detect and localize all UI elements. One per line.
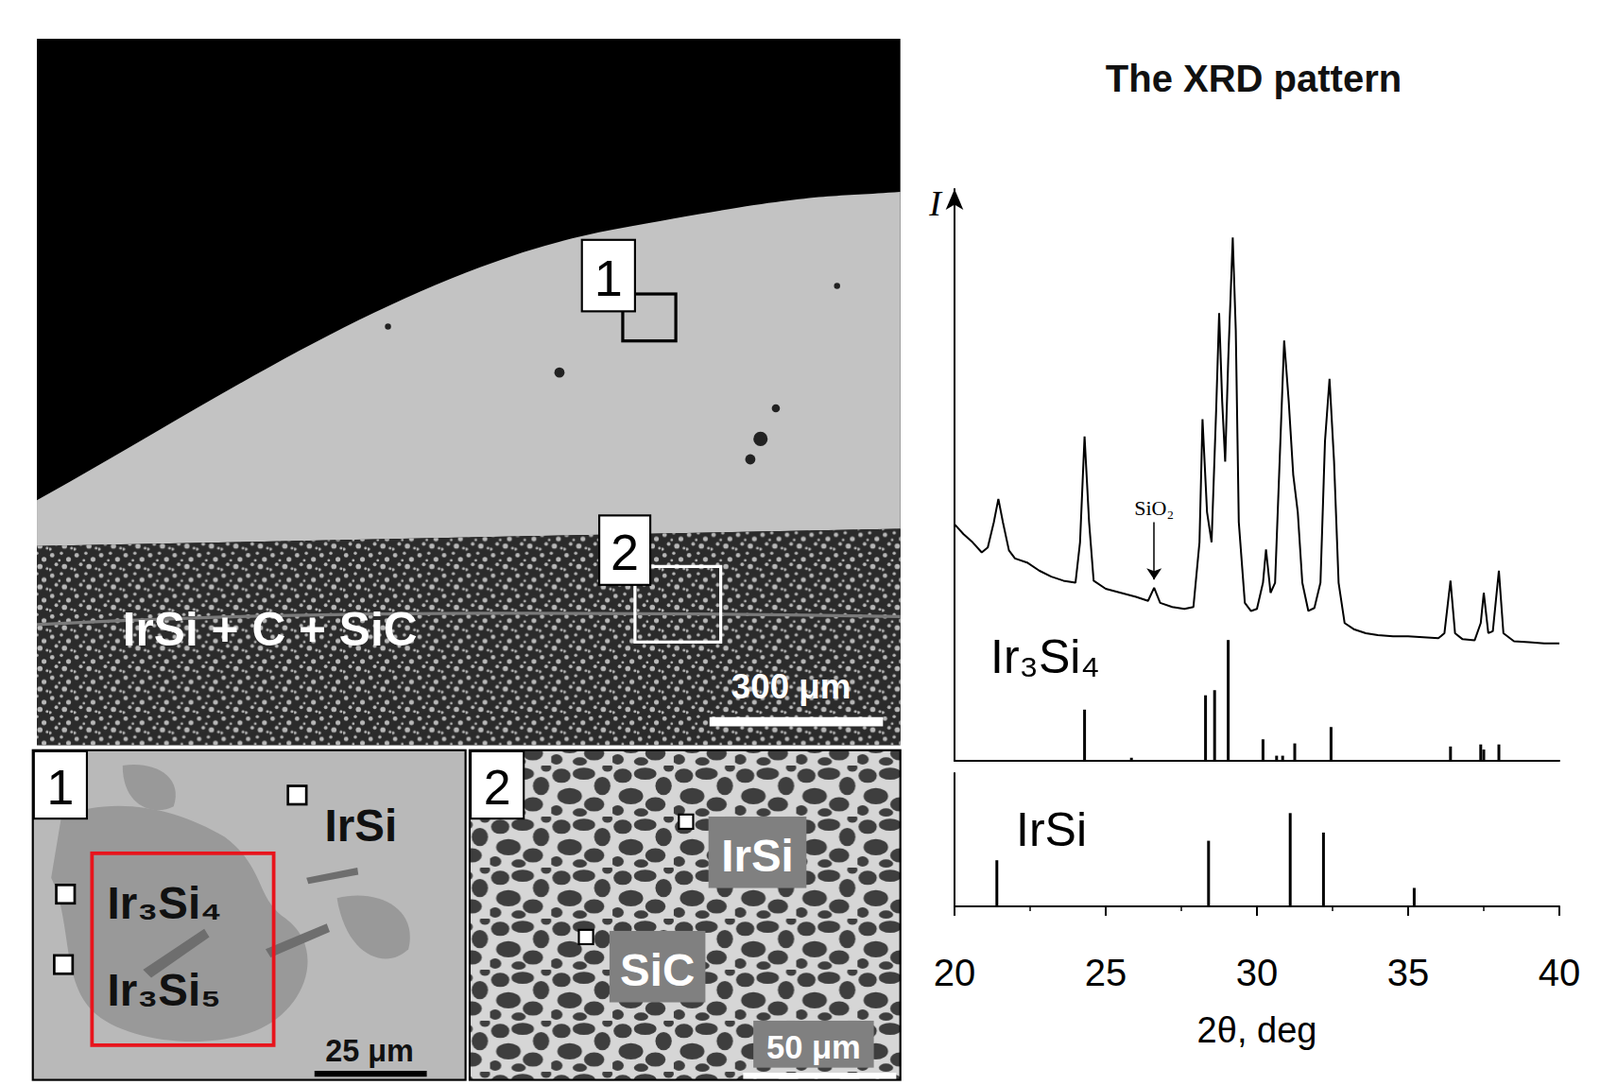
svg-text:The XRD pattern: The XRD pattern [1105, 57, 1402, 100]
svg-text:2: 2 [610, 523, 639, 581]
svg-text:35: 35 [1387, 951, 1430, 994]
svg-text:2θ, deg: 2θ, deg [1197, 1010, 1318, 1050]
svg-text:SiO₂: SiO₂ [1134, 496, 1174, 520]
svg-text:I: I [928, 183, 944, 224]
svg-text:IrSi: IrSi [325, 800, 398, 851]
svg-text:50 μm: 50 μm [766, 1029, 861, 1066]
svg-text:25: 25 [1084, 951, 1128, 994]
svg-text:Ir₃Si₄: Ir₃Si₄ [990, 630, 1101, 684]
svg-text:IrSi: IrSi [721, 830, 794, 881]
svg-text:30: 30 [1236, 951, 1279, 994]
svg-text:2: 2 [483, 759, 512, 815]
svg-text:1: 1 [594, 249, 623, 307]
svg-text:Ir₃Si₅: Ir₃Si₅ [107, 964, 222, 1016]
svg-text:40: 40 [1538, 951, 1582, 994]
svg-text:20: 20 [933, 951, 977, 994]
svg-text:IrSi + C + SiC: IrSi + C + SiC [122, 602, 418, 656]
svg-text:IrSi: IrSi [1015, 803, 1087, 857]
svg-text:SiC: SiC [619, 945, 695, 996]
svg-text:1: 1 [46, 759, 74, 815]
svg-text:Ir₃Si₄: Ir₃Si₄ [107, 877, 223, 929]
svg-text:25 μm: 25 μm [325, 1033, 414, 1068]
svg-text:300 μm: 300 μm [731, 667, 852, 706]
